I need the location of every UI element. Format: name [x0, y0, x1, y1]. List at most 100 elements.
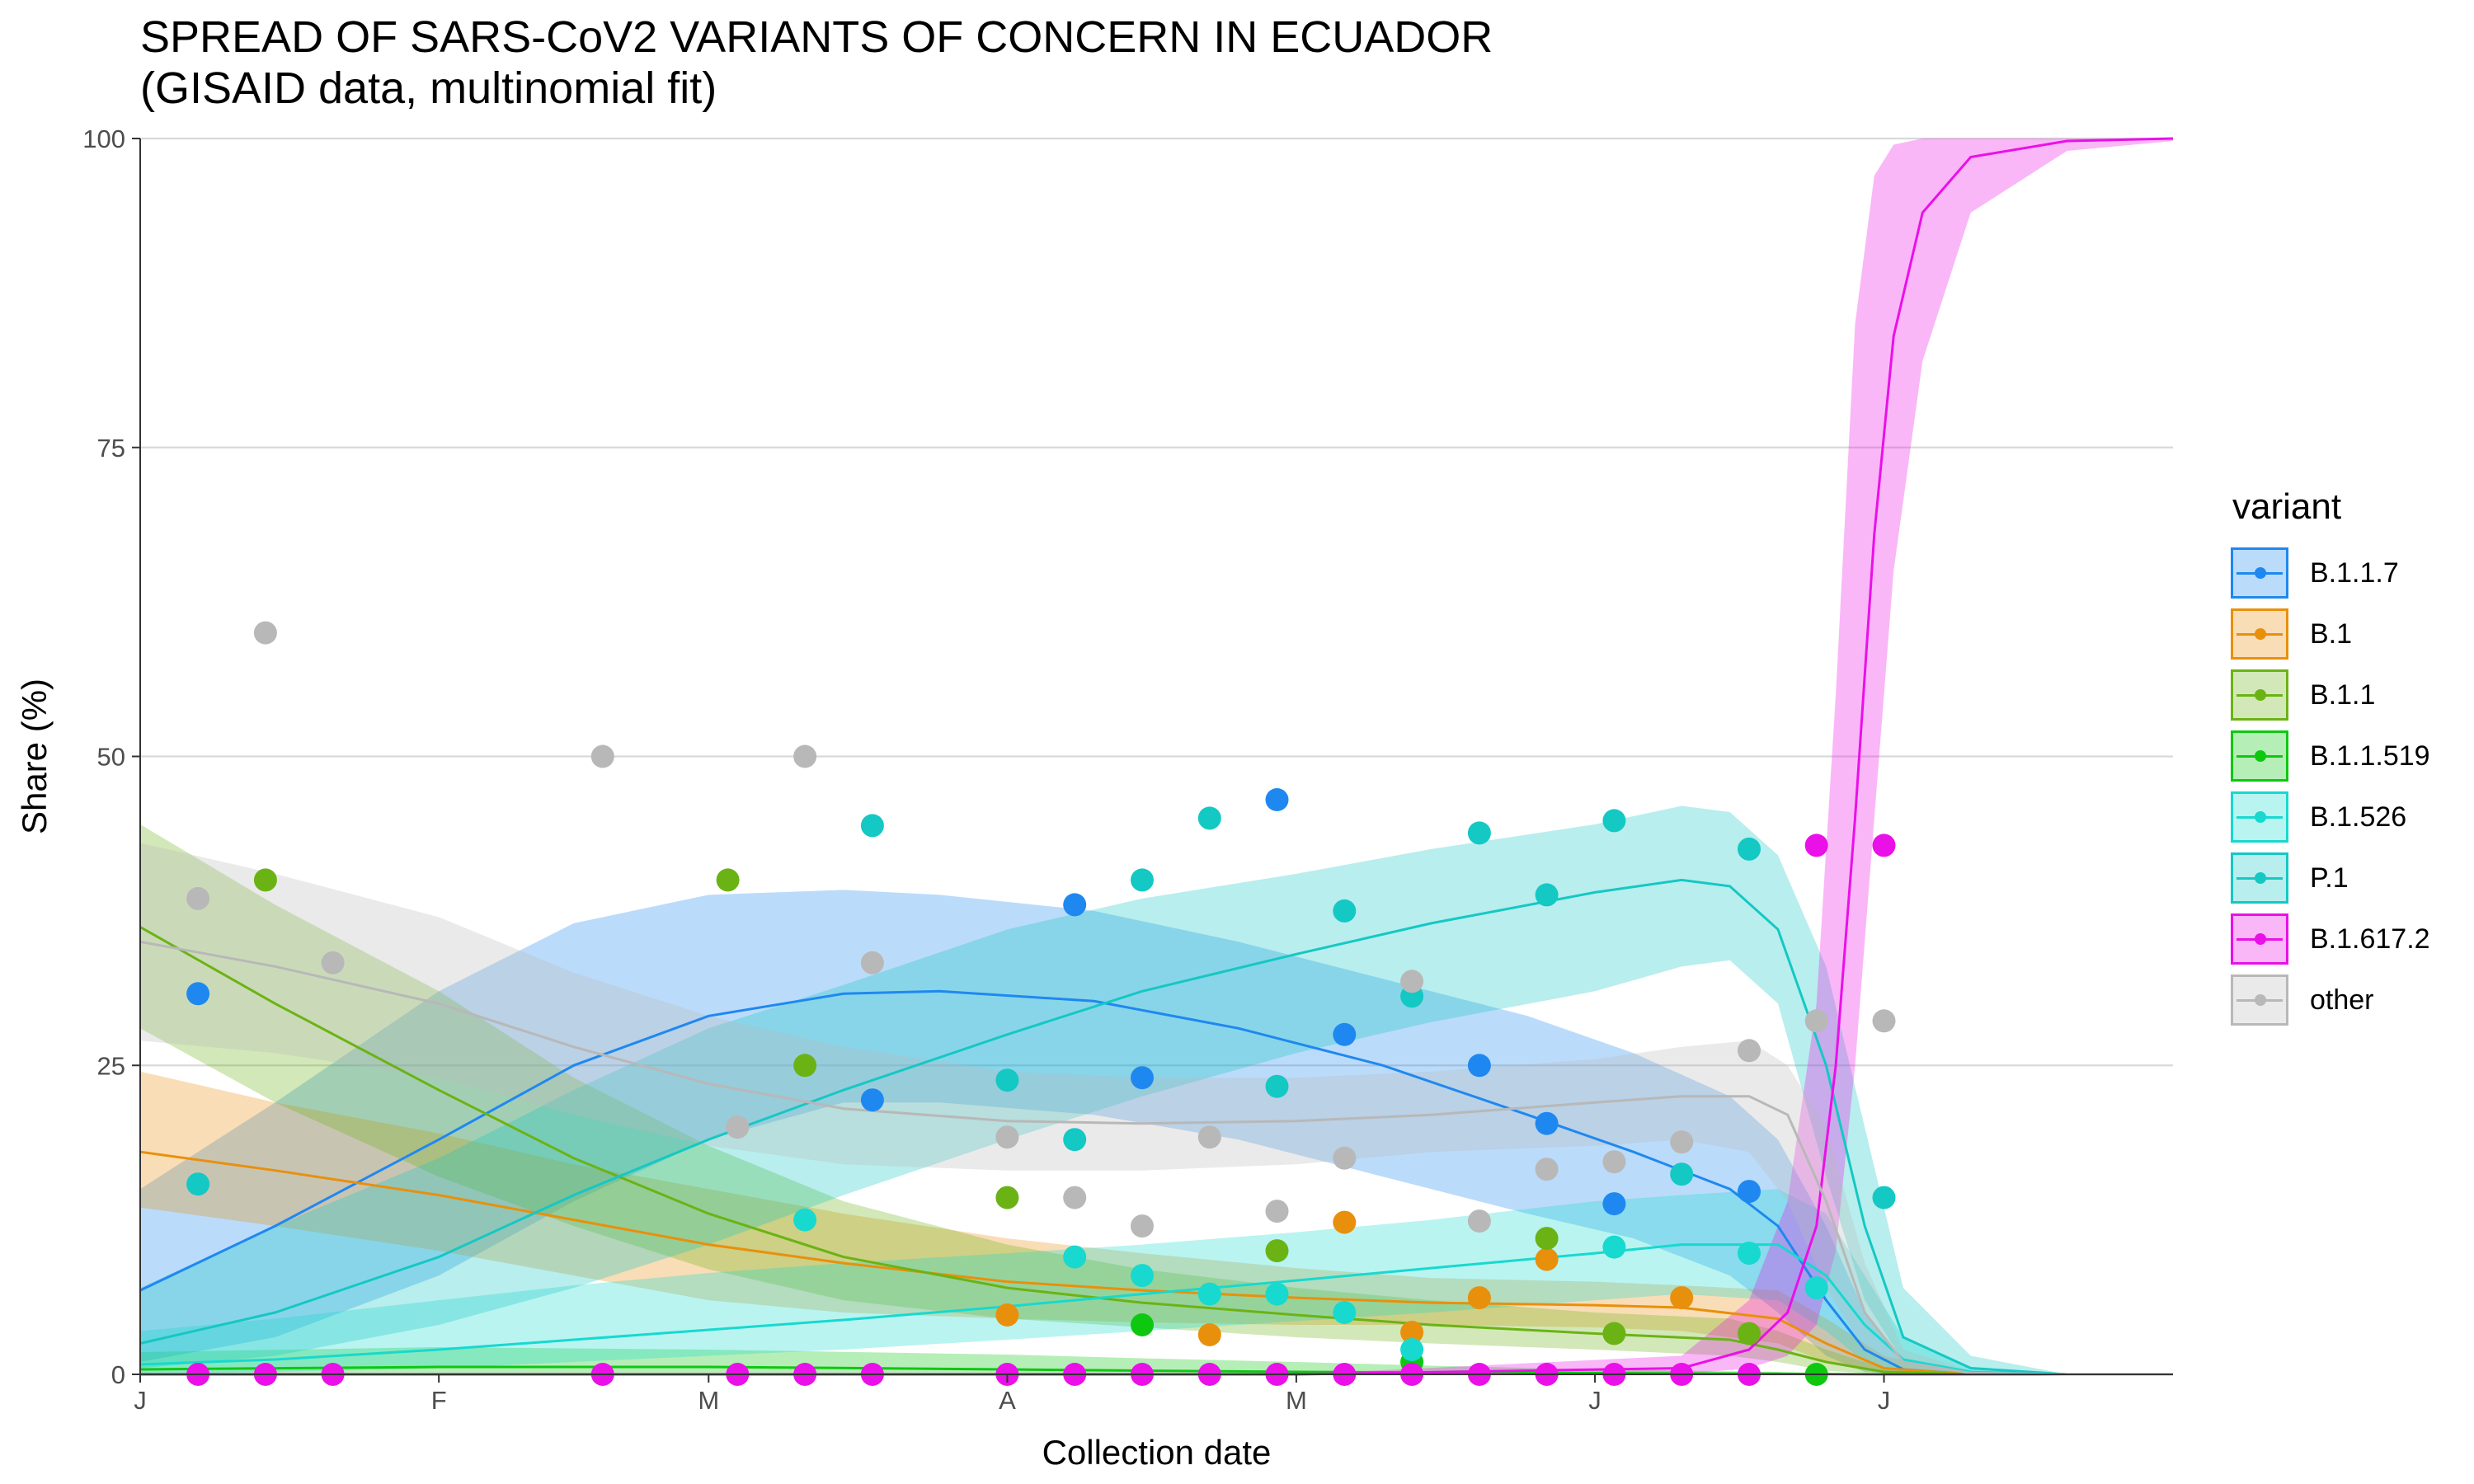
legend-label: B.1.617.2 — [2310, 923, 2430, 955]
fit-line — [139, 940, 2173, 1376]
data-point — [1197, 806, 1221, 830]
data-point — [1872, 834, 1896, 857]
x-tick-label: J — [1588, 1386, 1602, 1415]
data-point — [186, 886, 210, 910]
data-point — [1400, 970, 1424, 993]
legend-key — [2231, 608, 2288, 660]
y-axis-title: Share (%) — [15, 679, 54, 834]
ci-bands — [140, 139, 2173, 1374]
fit-lines — [139, 137, 2174, 1376]
legend-label: B.1.1.519 — [2310, 740, 2430, 772]
data-point — [1131, 1066, 1154, 1090]
x-tick-label: F — [431, 1386, 447, 1415]
y-tick-label: 25 — [97, 1051, 125, 1080]
fit-line — [139, 1150, 2173, 1376]
data-point — [321, 951, 345, 974]
y-tick-label: 75 — [97, 434, 125, 463]
data-point — [860, 814, 884, 838]
data-point — [860, 951, 884, 974]
data-point — [1670, 1162, 1694, 1186]
fit-line — [139, 878, 2173, 1376]
data-point — [1738, 1039, 1761, 1063]
legend-key — [2231, 730, 2288, 782]
data-point — [1535, 1158, 1559, 1181]
x-tick-label: J — [1878, 1386, 1891, 1415]
chart-title-line-2: (GISAID data, multinomial fit) — [140, 63, 717, 113]
chart-title-line-1: SPREAD OF SARS-CoV2 VARIANTS OF CONCERN … — [140, 12, 1493, 62]
data-point — [1265, 788, 1289, 811]
data-point — [1333, 1210, 1357, 1234]
data-point — [995, 1303, 1019, 1327]
data-point — [1467, 1209, 1491, 1233]
y-tick-label: 0 — [111, 1360, 125, 1389]
data-point — [1602, 809, 1626, 833]
data-point — [1872, 1009, 1896, 1033]
data-point — [1670, 1130, 1694, 1154]
data-point — [793, 1054, 817, 1078]
data-point — [1131, 1313, 1154, 1336]
data-point — [1738, 1242, 1761, 1266]
x-tick-label: M — [698, 1386, 719, 1415]
data-point — [1670, 1286, 1694, 1310]
ci-band — [140, 843, 2173, 1374]
data-point — [1333, 1022, 1357, 1046]
fit-line — [139, 926, 2173, 1376]
data-point — [1535, 1227, 1559, 1251]
legend-key-point — [2255, 872, 2266, 884]
data-point — [1602, 1192, 1626, 1216]
fit-line — [139, 1243, 2173, 1376]
legend-key — [2231, 974, 2288, 1026]
legend-title: variant — [2232, 486, 2342, 527]
x-tick-label: M — [1286, 1386, 1307, 1415]
legend-label: P.1 — [2310, 862, 2349, 894]
legend-key — [2231, 791, 2288, 843]
legend-key-point — [2255, 750, 2266, 762]
data-point — [1602, 1322, 1626, 1345]
data-point — [253, 621, 277, 645]
data-point — [1467, 821, 1491, 845]
data-point — [186, 1172, 210, 1196]
legend-key — [2231, 669, 2288, 721]
data-point — [1333, 1146, 1357, 1170]
data-point — [1872, 1186, 1896, 1209]
data-point — [1131, 1264, 1154, 1288]
y-tick-label: 100 — [82, 124, 125, 153]
data-point — [1333, 1301, 1357, 1324]
data-point — [1804, 834, 1828, 857]
legend-key-point — [2255, 567, 2266, 579]
data-point — [1265, 1200, 1289, 1223]
y-axis-ticks: 0 25 50 75 100 — [82, 124, 140, 1389]
data-point — [1063, 1186, 1087, 1209]
ci-band — [140, 1071, 2173, 1374]
legend-key — [2231, 913, 2288, 965]
data-point — [995, 1186, 1019, 1209]
legend-item: B.1.526 — [2231, 787, 2430, 848]
data-point — [1063, 1245, 1087, 1269]
data-point — [716, 868, 740, 892]
legend-key — [2231, 852, 2288, 904]
data-point — [860, 1088, 884, 1112]
data-point — [995, 1068, 1019, 1092]
legend-key-point — [2255, 628, 2266, 640]
ci-band — [140, 1189, 2173, 1374]
data-point — [1197, 1282, 1221, 1306]
data-point — [1804, 1009, 1828, 1033]
legend-label: other — [2310, 984, 2374, 1016]
data-point — [1063, 893, 1087, 917]
data-point — [1738, 1180, 1761, 1204]
legend-label: B.1.1 — [2310, 679, 2376, 711]
data-point — [1333, 899, 1357, 923]
legend-key-point — [2255, 689, 2266, 701]
y-tick-label: 50 — [97, 743, 125, 772]
data-point — [1400, 1338, 1424, 1361]
legend-item: B.1.1 — [2231, 665, 2430, 726]
ci-band — [140, 890, 2173, 1374]
data-point — [590, 744, 614, 768]
data-point — [793, 1208, 817, 1232]
data-point — [1738, 837, 1761, 861]
fit-line — [140, 137, 2174, 1376]
data-point — [1131, 1214, 1154, 1238]
data-point — [1131, 868, 1154, 892]
data-point — [1535, 1111, 1559, 1135]
